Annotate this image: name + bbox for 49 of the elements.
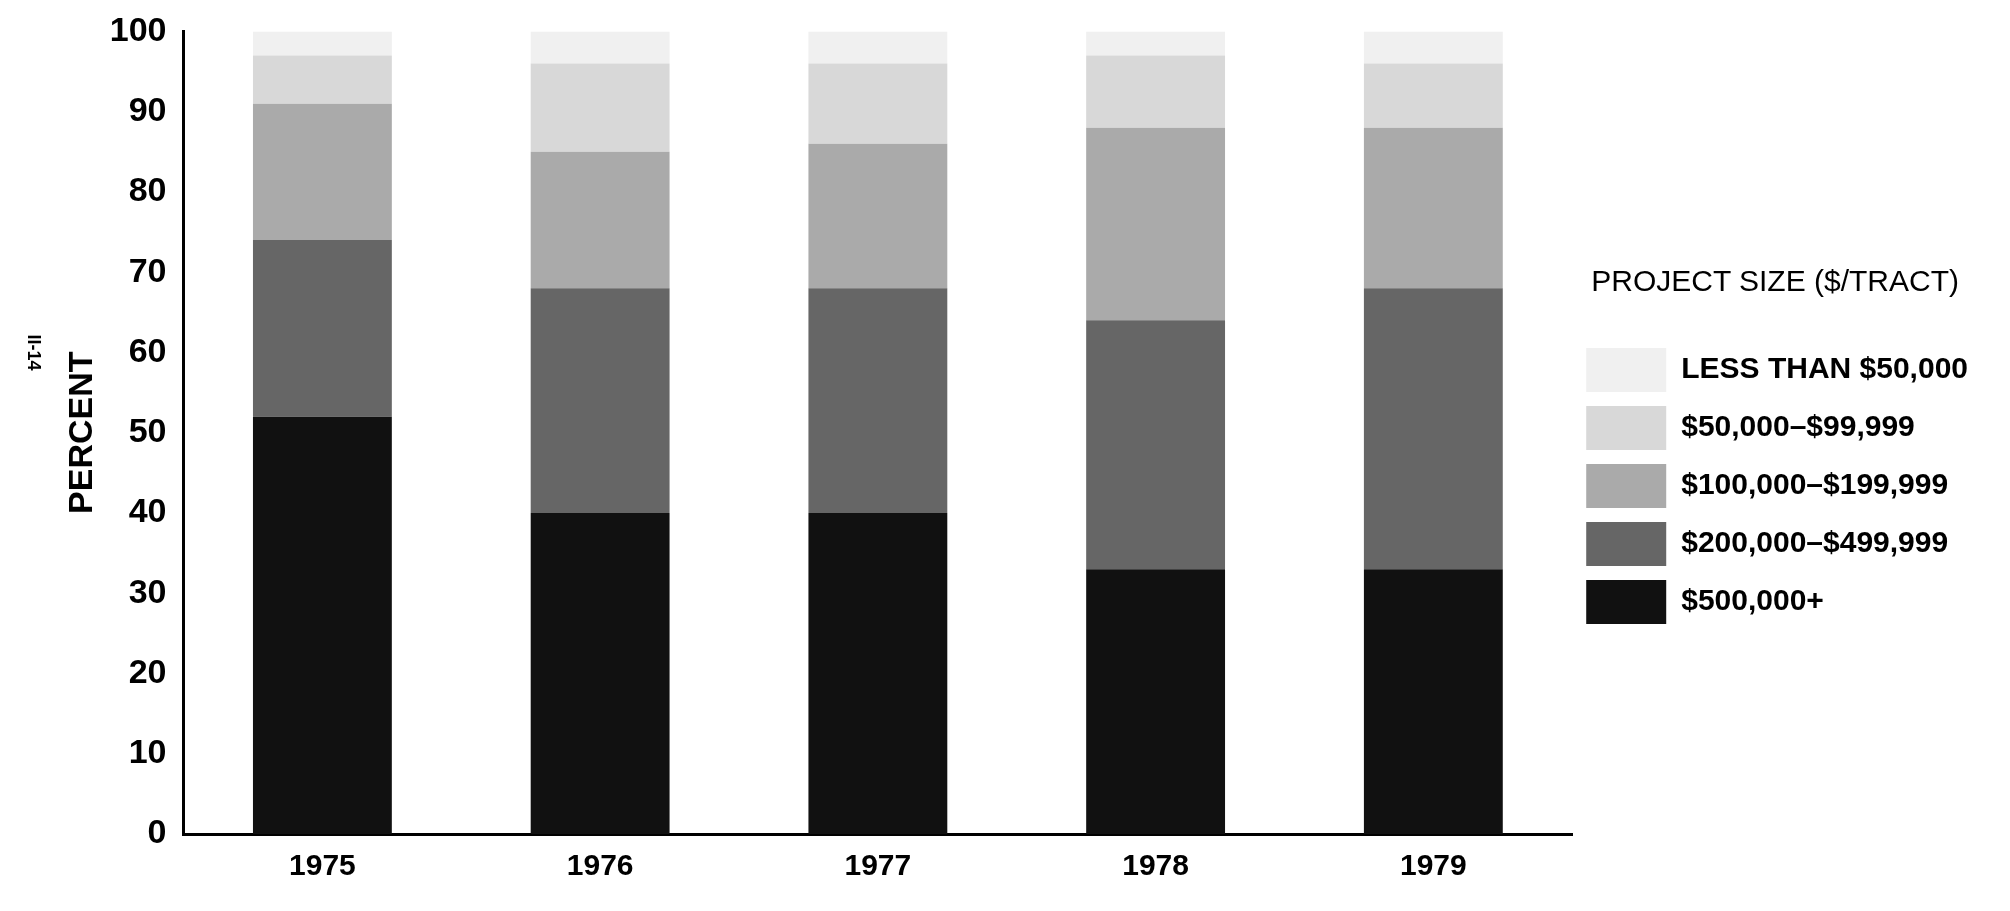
text: II-14	[24, 334, 44, 371]
bar	[252, 31, 392, 56]
y-tick-label: 80	[128, 170, 167, 209]
y-tick-label: 60	[128, 330, 167, 369]
bar	[1363, 569, 1503, 834]
bar	[1363, 31, 1503, 64]
bar	[530, 512, 670, 834]
bar	[1086, 127, 1226, 321]
bar	[1363, 288, 1503, 570]
bar	[808, 288, 948, 513]
y-axis-title: PERCENT	[60, 351, 99, 514]
bar	[1363, 63, 1503, 128]
x-tick-label: 1976	[566, 848, 634, 882]
y-tick-label: 90	[128, 90, 167, 129]
legend-label: $200,000–$499,999	[1681, 525, 1949, 559]
bar	[252, 103, 392, 241]
x-tick-label: 1975	[289, 848, 356, 882]
legend-label: $100,000–$199,999	[1681, 467, 1949, 501]
bar	[808, 31, 948, 64]
legend-label: LESS THAN $50,000	[1681, 351, 1969, 385]
y-tick-label: 10	[128, 732, 167, 771]
bar	[252, 55, 392, 104]
bar	[808, 512, 948, 834]
legend-label: $50,000–$99,999	[1681, 409, 1915, 443]
y-tick-label: 70	[128, 250, 167, 289]
x-tick-label: 1978	[1122, 848, 1189, 882]
bar	[1086, 31, 1226, 56]
y-tick-label: 100	[109, 9, 167, 48]
y-tick-label: 0	[147, 812, 167, 851]
y-tick-label: 30	[128, 571, 167, 610]
bar	[1086, 569, 1226, 834]
bar	[252, 240, 392, 417]
bar	[1363, 127, 1503, 289]
x-tick-label: 1979	[1399, 848, 1467, 882]
bar	[808, 63, 948, 144]
bar	[1086, 55, 1226, 128]
bar	[530, 63, 670, 152]
y-tick-label: 50	[128, 411, 167, 450]
y-tick-label: 20	[128, 651, 167, 690]
bar	[1086, 320, 1226, 570]
bar	[530, 288, 670, 513]
bar	[808, 143, 948, 289]
x-tick-label: 1977	[844, 848, 912, 882]
bar	[530, 151, 670, 289]
legend-title: PROJECT SIZE ($/TRACT)	[1591, 264, 1960, 298]
bar	[252, 416, 392, 834]
bar	[530, 31, 670, 64]
legend-label: $500,000+	[1681, 583, 1824, 617]
y-tick-label: 40	[128, 491, 167, 530]
